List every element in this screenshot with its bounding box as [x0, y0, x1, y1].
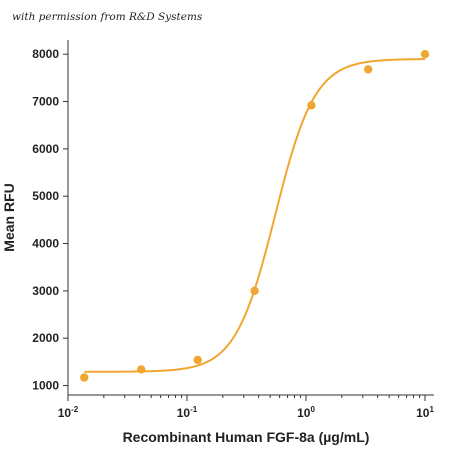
- x-axis-ticks: 10-2 10-1 100 101: [58, 395, 434, 420]
- x-tick-label: 10-2: [58, 405, 79, 420]
- x-tick-label: 10-1: [177, 405, 198, 420]
- y-tick-label: 5000: [32, 189, 59, 203]
- y-tick-label: 7000: [32, 95, 59, 109]
- y-tick-label: 8000: [32, 47, 59, 61]
- y-tick-label: 3000: [32, 284, 59, 298]
- x-axis-title: Recombinant Human FGF-8a (µg/mL): [123, 429, 370, 445]
- y-axis-title: Mean RFU: [1, 183, 17, 251]
- data-point: [363, 65, 373, 74]
- data-points: [80, 50, 430, 382]
- y-tick-label: 4000: [32, 237, 59, 251]
- data-point: [136, 365, 146, 374]
- y-axis-ticks: 1000 2000 3000 4000 5000 6000 7000 8000: [32, 47, 68, 393]
- axis-frame: [67, 40, 434, 396]
- y-tick-label: 6000: [32, 142, 59, 156]
- data-point: [250, 286, 259, 296]
- data-point: [307, 101, 316, 110]
- credit-text: with permission from R&D Systems: [12, 11, 203, 23]
- data-point: [420, 50, 430, 59]
- x-tick-label: 101: [416, 405, 434, 420]
- fit-curve: [84, 58, 426, 373]
- data-point: [193, 355, 202, 365]
- x-tick-label: 100: [297, 405, 315, 420]
- y-tick-label: 2000: [32, 331, 59, 345]
- y-tick-label: 1000: [32, 379, 59, 393]
- data-point: [80, 373, 89, 382]
